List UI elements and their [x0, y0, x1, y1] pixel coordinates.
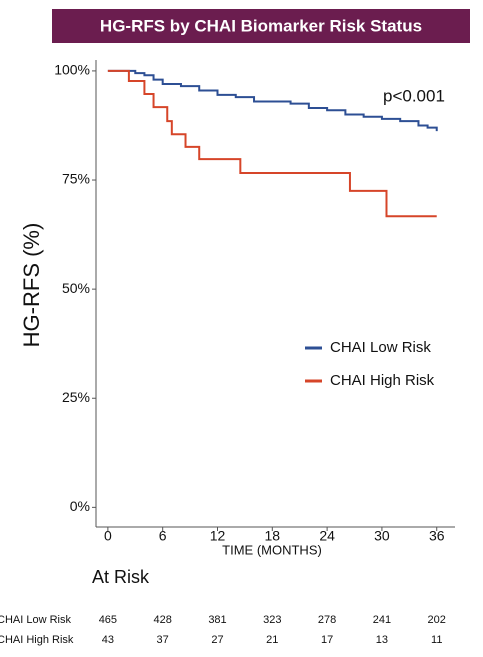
x-tick-label: 6 [159, 528, 167, 544]
chart-title: HG-RFS by CHAI Biomarker Risk Status [100, 16, 422, 35]
y-tick-label: 25% [62, 389, 90, 405]
legend-label: CHAI Low Risk [330, 339, 431, 356]
risk-count: 37 [157, 634, 169, 646]
risk-count: 13 [376, 634, 388, 646]
risk-count: 27 [211, 634, 223, 646]
y-axis-label: HG-RFS (%) [19, 223, 44, 348]
x-tick-label: 36 [429, 528, 445, 544]
risk-count: 202 [428, 614, 446, 626]
risk-count: 21 [266, 634, 278, 646]
x-tick-label: 24 [319, 528, 335, 544]
x-axis-label: TIME (MONTHS) [222, 542, 322, 557]
title-banner [52, 9, 470, 43]
survival-curve [107, 69, 437, 218]
risk-count: 323 [263, 614, 281, 626]
y-tick-label: 75% [62, 171, 90, 187]
y-tick-label: 0% [70, 498, 90, 514]
risk-count: 278 [318, 614, 336, 626]
x-tick-label: 0 [104, 528, 112, 544]
risk-count: 11 [431, 634, 442, 646]
annotation: p<0.001 [383, 86, 445, 105]
y-tick-label: 50% [62, 280, 90, 296]
y-tick-label: 100% [54, 62, 90, 78]
risk-row-label: CHAI High Risk [0, 634, 74, 646]
risk-count: 17 [321, 634, 333, 646]
risk-count: 465 [99, 614, 117, 626]
survival-curve [107, 69, 438, 132]
legend-label: CHAI High Risk [330, 372, 435, 389]
risk-count: 381 [208, 614, 226, 626]
x-tick-label: 12 [210, 528, 226, 544]
risk-count: 428 [154, 614, 172, 626]
x-tick-label: 18 [265, 528, 281, 544]
risk-count: 43 [102, 634, 114, 646]
risk-count: 241 [373, 614, 391, 626]
x-tick-label: 30 [374, 528, 390, 544]
risk-table-title: At Risk [92, 567, 150, 587]
risk-row-label: CHAI Low Risk [0, 614, 71, 626]
